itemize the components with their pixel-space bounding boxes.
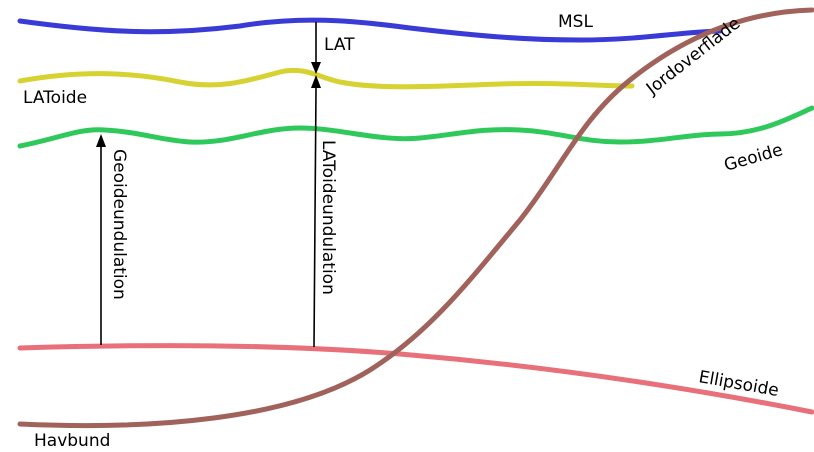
latoide-curve xyxy=(17,67,635,90)
geoide-label: Geoide xyxy=(722,140,785,176)
havbund-label: Havbund xyxy=(34,431,110,451)
msl-label: MSL xyxy=(558,12,593,32)
geoide-curve xyxy=(17,105,814,149)
geoid-undulation-label: Geoideundulation xyxy=(109,149,129,300)
latoide-label: LAToide xyxy=(23,88,87,108)
latoid-undulation-arrow xyxy=(311,75,321,348)
lat-label: LAT xyxy=(324,35,355,55)
latoid-undulation-label: LAToideundulation xyxy=(318,140,338,295)
ellipsoide-curve xyxy=(17,343,814,415)
terrain-curve xyxy=(17,7,814,429)
msl-curve xyxy=(17,17,723,43)
jordoverflade-label: Jordoverflade xyxy=(642,13,744,99)
lat-arrow xyxy=(311,22,321,74)
geoid-undulation-arrow xyxy=(96,134,106,345)
